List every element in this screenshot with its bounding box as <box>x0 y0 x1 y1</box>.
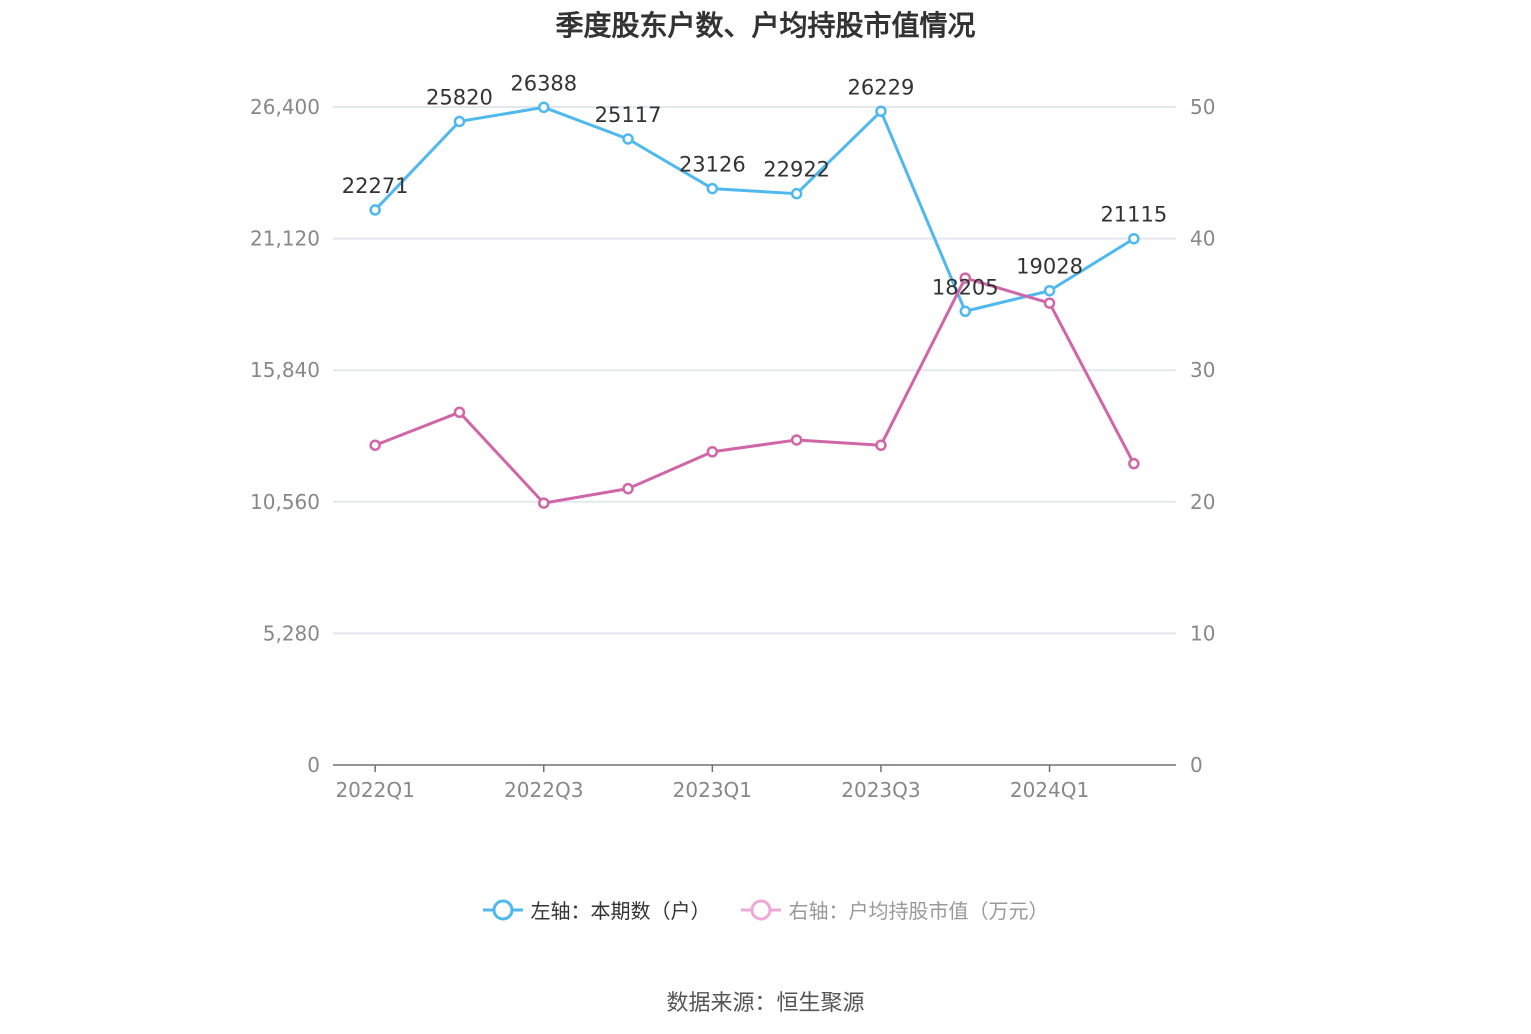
y-right-tick-label: 10 <box>1190 621 1215 645</box>
data-point <box>959 305 971 318</box>
data-label: 19028 <box>1016 255 1083 279</box>
data-point <box>538 497 550 509</box>
series-line-1 <box>374 276 1136 505</box>
y-left-tick-label: 21,120 <box>250 227 320 251</box>
data-point <box>538 101 550 114</box>
chart-title: 季度股东户数、户均持股市值情况 <box>555 9 976 42</box>
data-label: 18205 <box>932 275 999 299</box>
data-label: 23126 <box>679 153 746 177</box>
data-point <box>453 115 466 128</box>
data-label: 25117 <box>595 103 662 127</box>
data-point <box>1043 284 1056 297</box>
y-right-tick-label: 40 <box>1190 227 1215 251</box>
data-point <box>369 204 381 216</box>
y-left-tick-label: 0 <box>307 753 320 777</box>
source-note: 数据来源：恒生聚源 <box>666 991 865 1016</box>
x-tick-label: 2023Q1 <box>673 778 752 802</box>
legend: 左轴：本期数（户） 右轴：户均持股市值（万元） <box>0 895 1531 924</box>
data-label: 26388 <box>510 71 577 95</box>
y-right-tick-label: 30 <box>1190 358 1215 382</box>
y-left-tick-label: 15,840 <box>250 358 320 382</box>
data-point <box>1043 297 1056 309</box>
x-tick-label: 2023Q3 <box>841 778 920 802</box>
series-line-0 <box>374 105 1135 313</box>
data-point <box>622 133 634 145</box>
x-tick-label: 2022Q3 <box>504 778 583 802</box>
legend-marker-left <box>482 899 523 920</box>
data-point <box>369 439 381 451</box>
x-tick-label: 2024Q1 <box>1010 778 1089 802</box>
data-point <box>622 482 634 495</box>
legend-item-left[interactable]: 左轴：本期数（户） <box>482 895 711 924</box>
data-label: 22922 <box>763 158 830 182</box>
data-label: 22271 <box>342 174 409 198</box>
y-left-tick-label: 10,560 <box>250 490 320 514</box>
y-right-tick-label: 0 <box>1190 753 1203 777</box>
data-point <box>959 272 971 284</box>
data-labels: 22271 25820 26388 25117 23126 22922 26229 18205… <box>342 71 1168 299</box>
axes: 0 0 5,280 10 10,560 20 15,840 30 21,120 40 26,400 5… <box>250 95 1215 802</box>
data-point <box>1128 457 1140 470</box>
data-point <box>875 439 887 451</box>
data-point <box>875 105 887 118</box>
legend-label-left: 左轴：本期数（户） <box>530 899 711 923</box>
data-point <box>706 446 719 458</box>
y-right-tick-label: 50 <box>1190 95 1215 119</box>
legend-marker-right <box>740 899 781 920</box>
data-point <box>453 406 466 419</box>
grid-lines <box>333 106 1176 635</box>
y-left-tick-label: 5,280 <box>263 621 320 645</box>
data-label: 21115 <box>1100 203 1167 227</box>
x-tick-label: 2022Q1 <box>335 778 414 802</box>
data-point <box>706 182 719 195</box>
y-right-tick-label: 20 <box>1190 490 1215 514</box>
data-point <box>790 434 803 446</box>
legend-item-right[interactable]: 右轴：户均持股市值（万元） <box>740 895 1049 924</box>
chart-plot: 0 0 5,280 10 10,560 20 15,840 30 21,120 40 26,400 5… <box>250 71 1215 802</box>
series-lines <box>369 101 1140 509</box>
data-point <box>1128 232 1140 245</box>
data-label: 25820 <box>426 85 493 109</box>
legend-label-right: 右轴：户均持股市值（万元） <box>788 899 1049 923</box>
data-point <box>790 187 803 200</box>
data-label: 26229 <box>848 75 915 99</box>
y-left-tick-label: 26,400 <box>250 95 320 119</box>
